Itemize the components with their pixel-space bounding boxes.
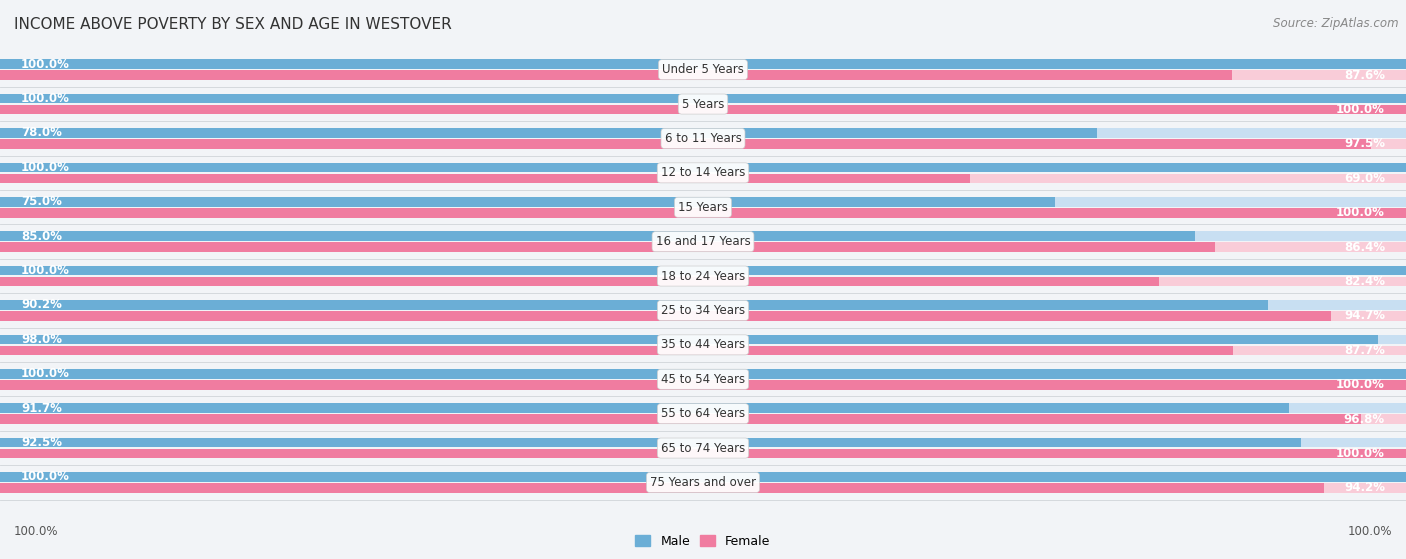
Bar [0,483,1324,493]
Bar [0,173,970,183]
Bar [0,197,1406,207]
Bar [0,105,1406,115]
Text: 78.0%: 78.0% [21,126,62,139]
Bar [0,128,1406,138]
Bar [0,404,1406,413]
Bar [0,243,1215,252]
Bar [0,231,1195,241]
Bar [0,94,1406,103]
Text: 91.7%: 91.7% [21,402,62,415]
Bar [0,277,1406,286]
Text: 12 to 14 Years: 12 to 14 Years [661,167,745,179]
Text: 87.7%: 87.7% [1344,344,1385,357]
Bar [0,472,1406,482]
Text: 85.0%: 85.0% [21,230,62,243]
Legend: Male, Female: Male, Female [630,530,776,553]
Bar [0,311,1331,321]
Bar [0,380,1406,390]
Bar [0,334,1406,344]
Bar [0,94,1406,103]
Text: 100.0%: 100.0% [1347,524,1392,538]
Bar [0,277,1159,286]
Text: 100.0%: 100.0% [21,471,70,484]
Bar [0,208,1406,217]
Bar [0,311,1406,321]
Bar [0,300,1268,310]
Text: 100.0%: 100.0% [21,367,70,380]
Bar [0,369,1406,378]
Bar [0,243,1406,252]
Text: 6 to 11 Years: 6 to 11 Years [665,132,741,145]
Bar [0,414,1361,424]
Bar [0,197,1054,207]
Bar [0,483,1406,493]
Text: 5 Years: 5 Years [682,98,724,111]
Bar [0,139,1371,149]
Bar [0,380,1406,390]
Text: 92.5%: 92.5% [21,436,62,449]
Text: 65 to 74 Years: 65 to 74 Years [661,442,745,454]
Text: 100.0%: 100.0% [21,58,70,70]
Text: 35 to 44 Years: 35 to 44 Years [661,338,745,352]
Text: 100.0%: 100.0% [1336,378,1385,391]
Text: 75.0%: 75.0% [21,195,62,209]
Text: 100.0%: 100.0% [14,524,59,538]
Bar [0,163,1406,172]
Text: 100.0%: 100.0% [1336,103,1385,116]
Bar [0,70,1232,80]
Bar [0,334,1378,344]
Bar [0,128,1097,138]
Bar [0,231,1406,241]
Bar [0,59,1406,69]
Text: 97.5%: 97.5% [1344,138,1385,150]
Text: 87.6%: 87.6% [1344,69,1385,82]
Text: INCOME ABOVE POVERTY BY SEX AND AGE IN WESTOVER: INCOME ABOVE POVERTY BY SEX AND AGE IN W… [14,17,451,32]
Text: Source: ZipAtlas.com: Source: ZipAtlas.com [1274,17,1399,30]
Text: 96.8%: 96.8% [1344,413,1385,425]
Bar [0,70,1406,80]
Bar [0,345,1406,355]
Text: 100.0%: 100.0% [21,92,70,105]
Text: 94.2%: 94.2% [1344,481,1385,495]
Bar [0,345,1233,355]
Bar [0,300,1406,310]
Bar [0,163,1406,172]
Bar [0,414,1406,424]
Bar [0,266,1406,276]
Text: 100.0%: 100.0% [1336,206,1385,219]
Text: 18 to 24 Years: 18 to 24 Years [661,269,745,282]
Text: 25 to 34 Years: 25 to 34 Years [661,304,745,317]
Bar [0,449,1406,458]
Text: 82.4%: 82.4% [1344,275,1385,288]
Bar [0,173,1406,183]
Text: 15 Years: 15 Years [678,201,728,214]
Text: 90.2%: 90.2% [21,299,62,311]
Text: 94.7%: 94.7% [1344,310,1385,323]
Bar [0,266,1406,276]
Text: 69.0%: 69.0% [1344,172,1385,185]
Text: 100.0%: 100.0% [21,161,70,174]
Text: 45 to 54 Years: 45 to 54 Years [661,373,745,386]
Bar [0,438,1406,447]
Text: Under 5 Years: Under 5 Years [662,63,744,76]
Text: 16 and 17 Years: 16 and 17 Years [655,235,751,248]
Text: 100.0%: 100.0% [21,264,70,277]
Bar [0,59,1406,69]
Bar [0,369,1406,378]
Bar [0,449,1406,458]
Text: 55 to 64 Years: 55 to 64 Years [661,407,745,420]
Bar [0,472,1406,482]
Bar [0,404,1289,413]
Text: 86.4%: 86.4% [1344,241,1385,254]
Bar [0,105,1406,115]
Text: 75 Years and over: 75 Years and over [650,476,756,489]
Bar [0,208,1406,217]
Bar [0,139,1406,149]
Bar [0,438,1301,447]
Text: 98.0%: 98.0% [21,333,62,346]
Text: 100.0%: 100.0% [1336,447,1385,460]
